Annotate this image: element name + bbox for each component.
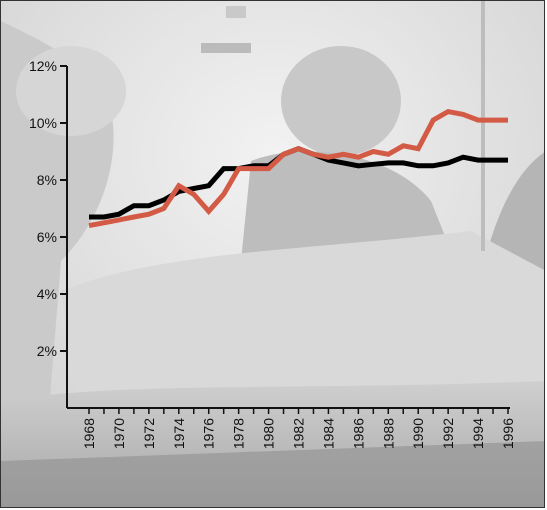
series-line-2 <box>88 108 508 229</box>
series-line-1 <box>89 146 508 220</box>
y-tick-label: 6% <box>37 229 57 245</box>
x-tick-label: 1996 <box>500 418 516 449</box>
x-tick-label: 1968 <box>81 418 97 449</box>
x-tick-label: 1974 <box>171 418 187 449</box>
x-tick-label: 1978 <box>231 418 247 449</box>
x-tick-label: 1994 <box>470 418 486 449</box>
chart-axes <box>60 65 510 414</box>
y-tick-label: 4% <box>37 286 57 302</box>
x-tick-label: 1982 <box>291 418 307 449</box>
y-tick-label: 8% <box>37 172 57 188</box>
x-tick-label: 1988 <box>380 418 396 449</box>
x-tick-label: 1980 <box>261 418 277 449</box>
x-tick-label: 1992 <box>440 418 456 449</box>
chart-series <box>88 108 509 229</box>
y-tick-label: 12% <box>29 58 57 74</box>
x-tick-label: 1970 <box>111 418 127 449</box>
y-tick-label: 10% <box>29 115 57 131</box>
y-tick-label: 2% <box>37 343 57 359</box>
x-tick-label: 1984 <box>320 418 336 449</box>
chart-tick-labels: 2% 4% 6% 8% 10% 12% 1968 1970 1972 1974 1976 1978 19… <box>29 58 516 449</box>
x-tick-label: 1990 <box>410 418 426 449</box>
x-tick-label: 1976 <box>201 418 217 449</box>
x-tick-label: 1986 <box>350 418 366 449</box>
x-tick-label: 1972 <box>141 418 157 449</box>
